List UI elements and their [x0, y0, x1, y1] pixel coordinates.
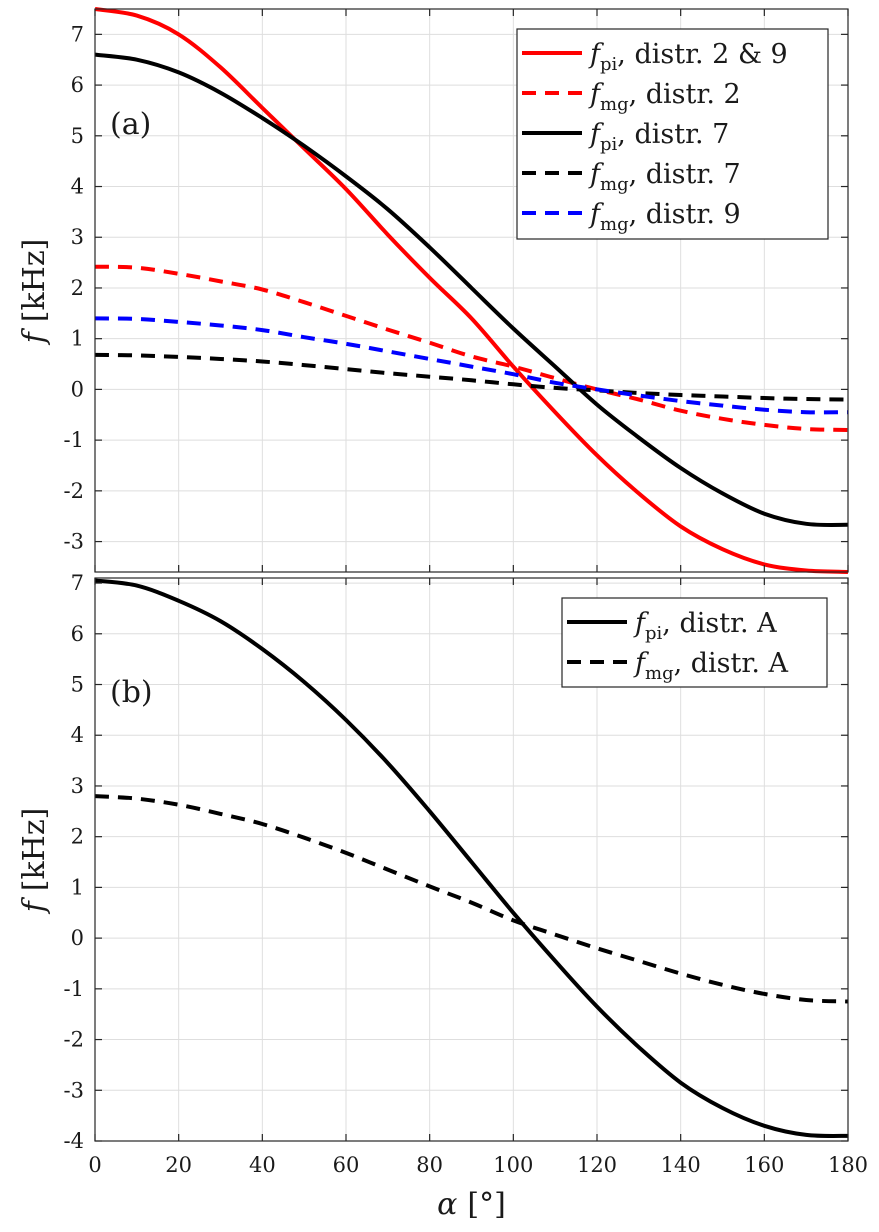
legend-entry: fpi, distr. 2 & 9: [588, 39, 788, 75]
x-tick-label: 160: [744, 1153, 784, 1177]
y-tick-label: -3: [64, 530, 84, 554]
series-line-pi-2: [94, 52, 849, 527]
y-tick-label: -4: [64, 1129, 84, 1153]
legend-entry: fmg, distr. 9: [588, 199, 741, 235]
x-tick-label: 180: [828, 1153, 868, 1177]
y-tick-label: 6: [71, 73, 84, 97]
series-line-mg-1: [94, 264, 849, 432]
y-tick-label: 4: [71, 723, 84, 747]
y-tick-label: 5: [71, 673, 84, 697]
legend-entry: fpi, distr. 7: [588, 119, 729, 155]
series-line-pi-0: [94, 578, 849, 1138]
y-tick-label: 7: [71, 22, 84, 46]
x-tick-label: 40: [249, 1153, 276, 1177]
y-tick-label: 6: [71, 622, 84, 646]
x-axis-label: α [°]: [437, 1187, 506, 1222]
y-tick-label: 3: [71, 774, 84, 798]
x-tick-label: 100: [493, 1153, 533, 1177]
x-tick-label: 80: [416, 1153, 443, 1177]
y-axis-label: f[kHz]: [17, 808, 52, 915]
panel-label: (b): [110, 675, 153, 710]
series-line-mg-4: [94, 316, 849, 415]
y-tick-label: -1: [64, 977, 84, 1001]
y-tick-label: 2: [71, 825, 84, 849]
y-tick-label: 5: [71, 124, 84, 148]
legend-entry: fmg, distr. 7: [588, 159, 741, 195]
y-tick-label: -2: [64, 479, 84, 503]
legend-box: [561, 597, 828, 688]
x-axis: 0 20 40 60 80 100 120 140 160 180: [88, 1153, 868, 1177]
series-line-mg-1: [94, 794, 849, 1004]
x-tick-label: 120: [577, 1153, 617, 1177]
panel-a: 7 6 5 4 3 2 1 0 -1 -2 -3 f[kHz] (a) fpi, distr. 2 & 9…: [17, 7, 849, 574]
y-tick-label: 0: [71, 377, 84, 401]
y-tick-label: 1: [71, 327, 84, 351]
x-tick-label: 20: [165, 1153, 192, 1177]
y-tick-label: 4: [71, 175, 84, 199]
legend-entry: fpi, distr. A: [633, 608, 777, 644]
plot-frame: [94, 577, 849, 1142]
y-tick-label: 1: [71, 875, 84, 899]
y-tick-label: 3: [71, 225, 84, 249]
y-tick-label: -2: [64, 1028, 84, 1052]
plot-frame: [94, 8, 849, 573]
y-tick-label: 0: [71, 926, 84, 950]
x-tick-label: 60: [333, 1153, 360, 1177]
y-tick-label: -3: [64, 1078, 84, 1102]
y-tick-label: 2: [71, 276, 84, 300]
series-line-mg-3: [94, 352, 849, 402]
x-tick-label: 0: [88, 1153, 101, 1177]
y-axis-label: f[kHz]: [17, 239, 52, 346]
y-tick-label: -1: [64, 428, 84, 452]
x-tick-label: 140: [661, 1153, 701, 1177]
series-line-pi-0: [94, 7, 849, 574]
y-tick-label: 7: [71, 571, 84, 595]
panel-b: 7 6 5 4 3 2 1 0 -1 -2 -3 -4 f[kHz] (b) fpi, distr. Afm…: [17, 571, 849, 1153]
panel-label: (a): [110, 107, 151, 142]
